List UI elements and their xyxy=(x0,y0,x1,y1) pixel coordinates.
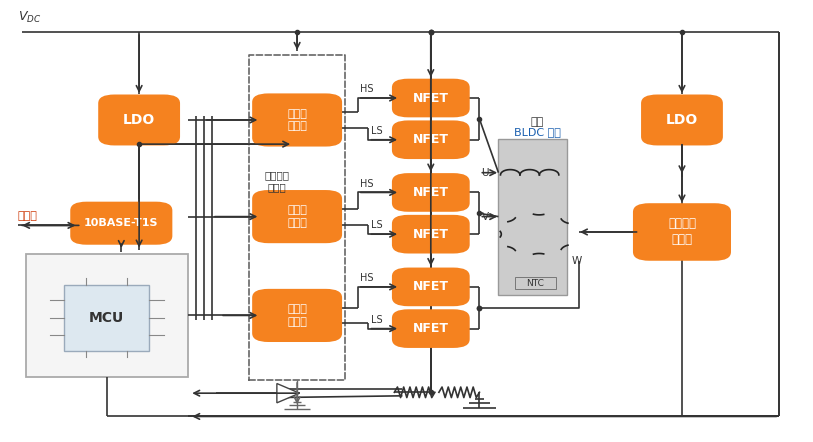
FancyBboxPatch shape xyxy=(392,267,470,306)
Bar xyxy=(515,277,555,290)
FancyBboxPatch shape xyxy=(252,289,342,342)
Text: LDO: LDO xyxy=(666,113,698,127)
Text: 三相: 三相 xyxy=(530,117,544,127)
Bar xyxy=(26,254,188,377)
Text: NFET: NFET xyxy=(413,133,449,146)
Text: HS: HS xyxy=(360,273,374,283)
Text: W: W xyxy=(572,255,581,266)
Text: HS: HS xyxy=(360,84,374,94)
FancyBboxPatch shape xyxy=(392,173,470,212)
Text: NFET: NFET xyxy=(413,280,449,293)
Text: V: V xyxy=(481,212,489,221)
Text: LDO: LDO xyxy=(123,113,155,127)
Text: BLDC 电机: BLDC 电机 xyxy=(514,127,560,137)
Text: 以太网: 以太网 xyxy=(18,211,37,221)
Bar xyxy=(250,55,345,380)
Bar xyxy=(64,285,150,351)
Text: 双栅极
驱动器: 双栅极 驱动器 xyxy=(287,109,307,131)
FancyBboxPatch shape xyxy=(392,120,470,159)
Text: MCU: MCU xyxy=(89,311,124,324)
FancyBboxPatch shape xyxy=(392,79,470,117)
Text: U: U xyxy=(481,168,489,178)
FancyBboxPatch shape xyxy=(392,215,470,254)
Text: NFET: NFET xyxy=(413,91,449,104)
FancyBboxPatch shape xyxy=(98,95,180,145)
Text: LS: LS xyxy=(371,126,382,136)
Text: LS: LS xyxy=(371,221,382,230)
FancyBboxPatch shape xyxy=(641,95,723,145)
Text: 双栅极
驱动器: 双栅极 驱动器 xyxy=(287,206,307,228)
FancyBboxPatch shape xyxy=(392,309,470,348)
Text: NTC: NTC xyxy=(526,278,544,288)
Text: NFET: NFET xyxy=(413,228,449,241)
Text: $V_{DC}$: $V_{DC}$ xyxy=(18,10,41,25)
Text: 三相栅极
驱动器: 三相栅极 驱动器 xyxy=(264,170,289,193)
Text: HS: HS xyxy=(360,179,374,189)
FancyBboxPatch shape xyxy=(70,202,172,245)
Text: NFET: NFET xyxy=(413,322,449,335)
Text: NFET: NFET xyxy=(413,186,449,199)
FancyBboxPatch shape xyxy=(633,203,731,261)
Text: LS: LS xyxy=(371,315,382,325)
Text: 双栅极
驱动器: 双栅极 驱动器 xyxy=(287,304,307,327)
FancyBboxPatch shape xyxy=(252,190,342,243)
Text: 电感位置
传感器: 电感位置 传感器 xyxy=(668,217,696,247)
FancyBboxPatch shape xyxy=(252,93,342,147)
Text: 10BASE-T1S: 10BASE-T1S xyxy=(84,218,159,228)
Polygon shape xyxy=(277,384,299,403)
Bar xyxy=(498,139,567,294)
